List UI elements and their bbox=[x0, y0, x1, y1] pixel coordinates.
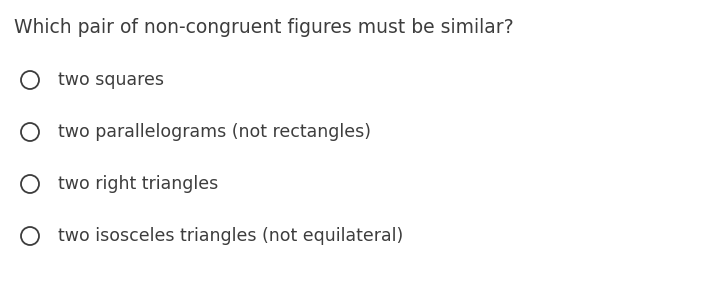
Text: two squares: two squares bbox=[58, 71, 164, 89]
Text: Which pair of non-congruent figures must be similar?: Which pair of non-congruent figures must… bbox=[14, 18, 513, 37]
Text: two right triangles: two right triangles bbox=[58, 175, 218, 193]
Text: two isosceles triangles (not equilateral): two isosceles triangles (not equilateral… bbox=[58, 227, 404, 245]
Text: two parallelograms (not rectangles): two parallelograms (not rectangles) bbox=[58, 123, 371, 141]
